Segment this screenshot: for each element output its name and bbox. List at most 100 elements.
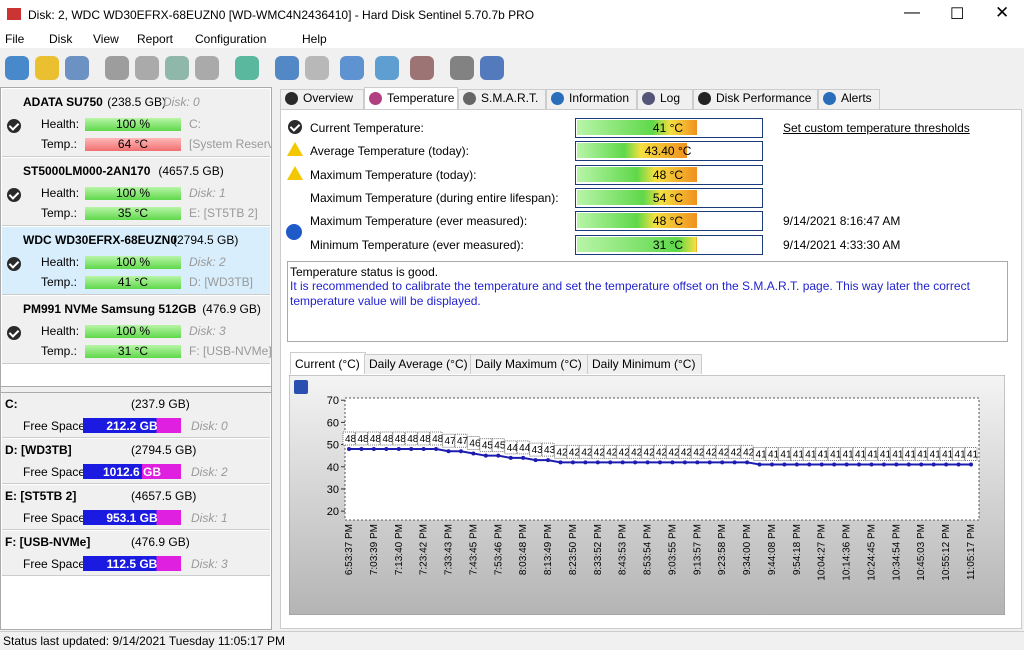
x-tick-label: 7:03:39 PM [369,524,380,575]
data-label-box [827,447,841,462]
data-label-box [852,447,866,462]
toolbar-button[interactable] [340,56,364,80]
toolbar-button[interactable] [165,56,189,80]
health-label: Health: [41,117,80,131]
chart-tab-label[interactable]: Current (°C) [295,357,360,371]
tab[interactable] [546,89,637,109]
tab-label[interactable]: S.M.A.R.T. [481,91,539,105]
chart-tab-label[interactable]: Daily Maximum (°C) [475,357,582,371]
tab-label[interactable]: Temperature [387,91,455,105]
data-point [757,462,762,467]
data-label: 48 [395,434,407,445]
volume-name: E: [ST5TB 2] [5,489,77,503]
toolbar-button[interactable] [235,56,259,80]
data-label-box [342,431,356,446]
temp-note: [System Reserv [189,137,271,151]
toolbar-button[interactable] [480,56,504,80]
tab-label[interactable]: Overview [303,91,354,105]
close-button[interactable]: ✕ [995,3,1010,22]
chart-tab-label[interactable]: Daily Average (°C) [369,357,468,371]
data-label-box [553,444,567,459]
data-label: 47 [457,436,469,447]
data-label-box [616,444,630,459]
temperature-fill [577,189,697,205]
toolbar-button[interactable] [195,56,219,80]
data-label: 42 [606,447,618,458]
tab-label[interactable]: Alerts [841,91,872,105]
toolbar-button[interactable] [375,56,399,80]
tab-label[interactable]: Log [660,91,681,105]
toolbar-button[interactable] [275,56,299,80]
data-label-box [703,444,717,459]
temperature-label: Current Temperature: [310,121,424,135]
tab-label[interactable]: Disk Performance [716,91,812,105]
free-bar [83,464,181,479]
tab[interactable] [693,89,818,109]
x-tick-label: 9:44:08 PM [767,524,778,575]
toolbar-button[interactable] [5,56,29,80]
health-bar [85,256,181,269]
health-value: 100 % [115,255,151,269]
data-label: 41 [830,450,842,461]
tab-icon [369,92,382,105]
free-bar [83,418,181,433]
free-value: 212.2 GB [106,419,158,433]
free-label: Free Space [23,511,86,525]
data-point [944,462,949,467]
menu-item[interactable]: File [5,32,25,46]
warning-icon [287,142,303,157]
tab[interactable] [458,89,546,109]
x-tick-label: 8:33:52 PM [593,524,604,575]
x-tick-label: 8:03:48 PM [518,524,529,575]
tab[interactable] [280,89,364,109]
health-icon [7,119,21,133]
data-label-box [491,438,505,453]
free-label: Free Space [23,557,86,571]
menu-item[interactable]: Report [137,32,174,46]
separator [1,386,271,393]
maximize-button[interactable]: ☐ [950,6,965,23]
title-bar [0,0,1024,30]
chart-tab-label[interactable]: Daily Minimum (°C) [592,357,696,371]
x-tick-label: 9:03:55 PM [667,524,678,575]
menu-item[interactable]: Disk [49,32,73,46]
menu-item[interactable]: View [93,32,119,46]
data-label-box [665,444,679,459]
data-label-box [504,440,518,455]
data-label-box [417,431,431,446]
health-bar [85,187,181,200]
threshold-link[interactable]: Set custom temperature thresholds [783,121,970,135]
data-point [371,447,376,452]
data-label: 41 [930,450,942,461]
menu-item[interactable]: Help [302,32,327,46]
volume-size: (4657.5 GB) [131,489,197,503]
data-label-box [603,444,617,459]
toolbar-button[interactable] [305,56,329,80]
menu-item[interactable]: Configuration [195,32,267,46]
toolbar-button[interactable] [65,56,89,80]
tab-label[interactable]: Information [569,91,630,105]
toolbar-button[interactable] [450,56,474,80]
data-label: 42 [693,447,705,458]
data-label: 48 [407,434,419,445]
data-label-box [815,447,829,462]
status-text: Status last updated: 9/14/2021 Tuesday 1… [3,634,285,648]
data-point [720,460,725,465]
chart-tab[interactable] [587,354,702,374]
message-box [287,261,1008,342]
toolbar-button[interactable] [135,56,159,80]
toolbar-button[interactable] [105,56,129,80]
temperature-value: 41 °C [652,121,684,135]
x-tick-label: 7:53:46 PM [493,524,504,575]
data-label: 45 [494,441,506,452]
tab[interactable] [364,87,458,110]
disk-model: PM991 NVMe Samsung 512GB [23,302,197,316]
data-label-box [678,444,692,459]
minimize-button[interactable]: — [904,4,920,21]
chart: 20 30 40 50 60 70 6:53:37 PM 7:03:39 PM 7:13:40 … [289,375,1005,615]
data-label-box [939,447,953,462]
toolbar-button[interactable] [410,56,434,80]
toolbar-button[interactable] [35,56,59,80]
temperature-label: Minimum Temperature (ever measured): [310,237,524,252]
data-point [483,453,488,458]
